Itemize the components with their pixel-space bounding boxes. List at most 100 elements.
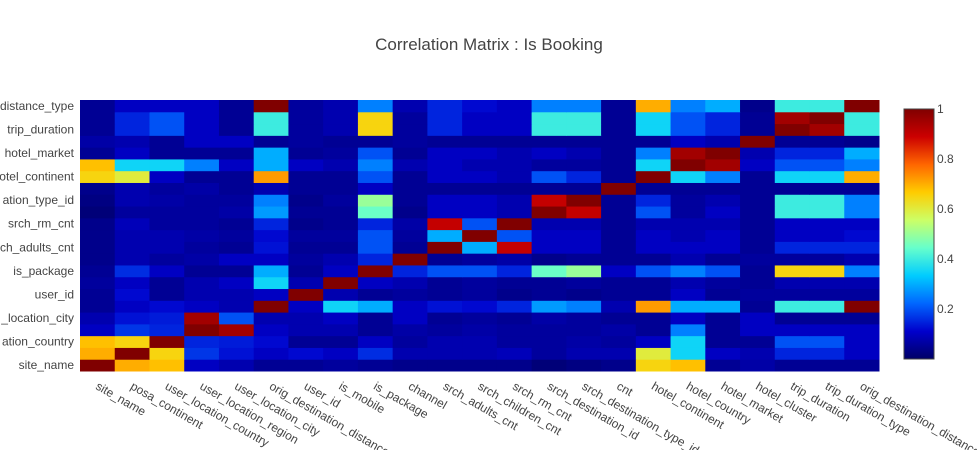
- heatmap-cell: [531, 170, 567, 183]
- heatmap-cell: [288, 359, 324, 372]
- heatmap-cell: [566, 229, 602, 242]
- heatmap-cell: [357, 182, 394, 195]
- heatmap-cell: [566, 323, 602, 337]
- heatmap-cell: [218, 323, 255, 337]
- heatmap-cell: [566, 217, 602, 231]
- heatmap-cell: [114, 359, 150, 372]
- heatmap-cell: [705, 312, 741, 325]
- heatmap-cell: [357, 264, 394, 278]
- heatmap-cell: [357, 276, 394, 290]
- heatmap-cell: [635, 111, 672, 125]
- heatmap-cell: [670, 123, 706, 136]
- heatmap-cell: [601, 100, 637, 113]
- y-tick-label: srch_rm_cnt: [8, 217, 75, 231]
- heatmap-cell: [774, 170, 811, 183]
- heatmap-cell: [705, 335, 741, 348]
- heatmap-cell: [427, 217, 463, 231]
- heatmap-cell: [288, 312, 324, 325]
- heatmap-cell: [392, 123, 428, 136]
- heatmap-cell: [288, 300, 324, 313]
- heatmap-cell: [531, 100, 567, 113]
- heatmap-cell: [184, 111, 220, 125]
- heatmap-cell: [427, 158, 463, 172]
- heatmap-cell: [253, 241, 289, 254]
- heatmap-cell: [566, 147, 602, 160]
- heatmap-cell: [392, 312, 428, 325]
- heatmap-cell: [531, 123, 567, 136]
- heatmap-cell: [80, 359, 116, 372]
- heatmap-cell: [392, 100, 428, 113]
- heatmap-cell: [566, 276, 602, 290]
- heatmap-cell: [184, 217, 220, 231]
- heatmap-cell: [844, 347, 880, 360]
- heatmap-cell: [218, 182, 255, 195]
- heatmap-cell: [253, 158, 289, 172]
- heatmap-cell: [149, 323, 185, 337]
- heatmap-cell: [601, 276, 637, 290]
- heatmap-cell: [774, 312, 811, 325]
- heatmap-cell: [496, 323, 533, 337]
- heatmap-cell: [218, 335, 255, 348]
- heatmap-cell: [80, 312, 116, 325]
- heatmap-cell: [531, 182, 567, 195]
- heatmap-cell: [184, 182, 220, 195]
- heatmap-cell: [427, 229, 463, 242]
- heatmap-cell: [427, 194, 463, 207]
- heatmap-cell: [566, 123, 602, 136]
- heatmap-cell: [253, 335, 289, 348]
- heatmap-cell: [844, 288, 880, 301]
- heatmap-cell: [774, 194, 811, 207]
- heatmap-cell: [740, 100, 776, 113]
- y-tick-label: _location_city: [0, 311, 74, 325]
- heatmap-cell: [740, 158, 776, 172]
- heatmap-cell: [392, 347, 428, 360]
- heatmap-cell: [809, 300, 845, 313]
- heatmap-cell: [462, 300, 498, 313]
- heatmap-cell: [253, 111, 289, 125]
- heatmap-cell: [114, 135, 150, 148]
- heatmap-cell: [80, 241, 116, 254]
- heatmap-cell: [427, 241, 463, 254]
- heatmap-cell: [740, 335, 776, 348]
- heatmap-cell: [427, 347, 463, 360]
- heatmap-cell: [218, 194, 255, 207]
- heatmap-cell: [149, 264, 185, 278]
- heatmap-cell: [844, 182, 880, 195]
- heatmap-cell: [740, 300, 776, 313]
- heatmap-cell: [323, 359, 359, 372]
- heatmap-cell: [635, 288, 672, 301]
- heatmap-cell: [184, 147, 220, 160]
- colorbar: 0.2 0.4 0.6 0.8 1: [903, 102, 954, 360]
- heatmap-cell: [670, 111, 706, 125]
- y-tick-label: user_id: [35, 287, 74, 301]
- heatmap-cell: [462, 170, 498, 183]
- heatmap-cell: [323, 135, 359, 148]
- heatmap-cell: [80, 300, 116, 313]
- heatmap-cell: [844, 229, 880, 242]
- heatmap-cell: [392, 359, 428, 372]
- heatmap-cell: [427, 276, 463, 290]
- heatmap-cell: [774, 135, 811, 148]
- heatmap-cell: [531, 135, 567, 148]
- heatmap-cell: [462, 264, 498, 278]
- heatmap-cell: [392, 229, 428, 242]
- heatmap-cell: [496, 241, 533, 254]
- heatmap-cell: [288, 323, 324, 337]
- heatmap-cell: [462, 194, 498, 207]
- heatmap-cell: [80, 264, 116, 278]
- heatmap-cell: [809, 147, 845, 160]
- heatmap-cell: [392, 264, 428, 278]
- heatmap-cell: [462, 229, 498, 242]
- heatmap-cell: [774, 323, 811, 337]
- heatmap-cell: [392, 335, 428, 348]
- heatmap-cell: [80, 217, 116, 231]
- heatmap-cell: [496, 264, 533, 278]
- heatmap-cell: [114, 253, 150, 266]
- heatmap-cell: [149, 276, 185, 290]
- heatmap-cell: [392, 253, 428, 266]
- heatmap-cell: [705, 147, 741, 160]
- heatmap-cell: [80, 194, 116, 207]
- heatmap-cell: [740, 111, 776, 125]
- heatmap-cell: [253, 229, 289, 242]
- heatmap-cell: [427, 300, 463, 313]
